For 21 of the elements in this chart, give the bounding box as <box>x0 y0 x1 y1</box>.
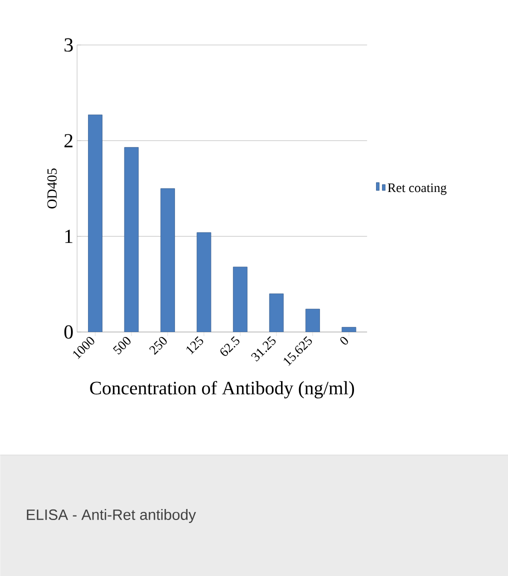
bar <box>232 266 248 332</box>
x-tick-label: 250 <box>149 336 167 355</box>
y-tick-label: 0 <box>64 325 73 339</box>
x-tick-label: 0 <box>340 336 348 345</box>
text: ELISA - Anti-Ret antibody <box>26 509 196 523</box>
x-tick-label: 62.5 <box>220 336 240 356</box>
x-tick-label: 125 <box>186 336 203 354</box>
bar <box>88 114 102 332</box>
bar <box>305 308 320 332</box>
y-axis-title: OD405 <box>47 168 57 208</box>
bar <box>196 232 211 332</box>
legend-label: Ret coating <box>388 183 446 195</box>
y-tick-label: 1 <box>65 230 72 243</box>
bar <box>269 294 284 332</box>
x-tick-label: 1000 <box>72 336 94 359</box>
bar <box>124 147 138 332</box>
x-axis-title: Concentration of Antibody (ng/ml) <box>90 380 354 398</box>
y-tick-label: 3 <box>64 38 73 52</box>
x-tick-label: 500 <box>112 336 130 355</box>
bar <box>160 188 175 332</box>
y-tick-label: 2 <box>64 134 72 148</box>
